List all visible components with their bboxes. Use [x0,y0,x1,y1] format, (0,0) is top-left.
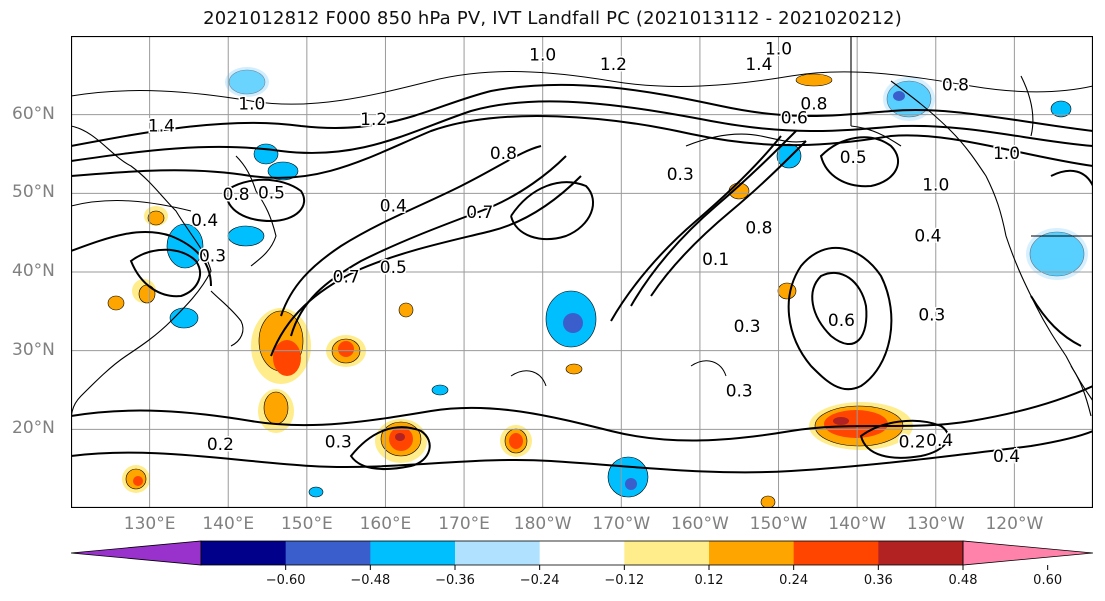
contour-label: 0.5 [840,148,867,168]
colorbar-tick-label: −0.48 [350,573,391,588]
contour-label: 0.8 [745,219,772,239]
contour-label: 0.3 [918,305,945,325]
contour-label: 0.3 [199,246,226,266]
contour-labels: 1.0 1.21.01.41.4 1.21.0 0.80.60.81.00.8 0.50… [146,38,1021,468]
contour-label: 0.8 [223,185,250,205]
colorbar-segment [455,541,541,565]
colorbar-tick-label: 0.48 [948,573,978,588]
longitude-label: 180°W [513,514,572,534]
contour-label: 0.6 [828,311,855,331]
contour-label: 0.8 [942,76,969,96]
contour-label: 0.3 [667,165,694,185]
colorbar-tick-label: −0.36 [435,573,475,588]
contour-label: 0.4 [993,447,1020,467]
longitude-label: 170°E [438,514,490,534]
latitude-label: 30°N [12,339,55,360]
colorbar-tick-label: −0.60 [265,573,306,588]
graticule [71,36,1093,508]
contour-label: 1.4 [148,116,175,136]
longitude-label: 160°W [671,514,729,534]
latitude-label: 60°N [12,103,55,124]
contour-label: 0.3 [325,433,352,453]
map-title: 2021012812 F000 850 hPa PV, IVT Landfall… [203,8,902,29]
contour-label: 1.0 [238,94,265,114]
contour-label: 1.2 [360,110,387,130]
contour-label: 0.4 [380,197,407,217]
longitude-label: 150°E [280,514,333,534]
colorbar-segment [709,541,795,565]
colorbar-tick-label: 0.24 [779,573,809,588]
contour-label: 0.2 [899,433,926,453]
colorbar-tick-label: −0.12 [604,573,645,588]
map-frame [71,36,1093,508]
latitude-label: 20°N [12,418,55,439]
colorbar [71,540,1093,570]
contour-label: 0.7 [333,268,360,288]
colorbar-extend-max [962,540,1093,566]
colorbar-segment [201,541,287,565]
longitude-label: 140°E [202,514,255,534]
contour-label: 0.4 [914,227,941,247]
coastlines [71,36,1093,427]
contour-label: 0.5 [380,258,407,278]
contour-label: 0.8 [490,144,517,164]
colorbar-tick-label: 0.12 [694,573,724,588]
contour-label: 1.0 [922,175,949,195]
contour-label: 0.3 [734,317,761,337]
contour-label: 1.0 [529,46,556,66]
colorbar-tick-label: 0.60 [1033,573,1063,588]
colorbar-tick-label: −0.24 [519,573,560,588]
contour-label: 0.6 [781,109,808,129]
colorbar-segment [370,541,456,565]
contour-label: 1.0 [765,39,792,59]
contour-label: 0.7 [466,203,493,223]
latitude-label: 40°N [12,261,55,281]
colorbar-extend-min [71,540,202,566]
contour-label: 1.2 [600,55,627,75]
contour-label: 0.4 [926,431,953,451]
longitude-label: 170°W [592,514,651,534]
colorbar-segment [285,541,371,565]
colorbar-segment [539,541,625,565]
longitude-label: 160°E [359,514,412,534]
colorbar-outline [200,540,964,566]
longitude-label: 120°W [985,514,1044,534]
longitude-label: 140°W [828,514,887,534]
longitude-label: 130°E [123,514,176,534]
map-panel[interactable]: 1.0 1.2 1.0 1.4 1.4 1.2 1.0 0.8 0.6 0.8 1.0 0.8 0.5 0… [71,36,1093,508]
contour-label: 0.5 [258,183,285,203]
colorbar-segment [878,541,964,565]
pv-thin-contours [71,71,1093,387]
longitude-label: 150°W [749,514,808,534]
longitude-label: 130°W [906,514,965,534]
contour-label: 0.3 [726,382,753,402]
contour-label: 1.0 [993,144,1020,164]
latitude-label: 50°N [12,182,55,203]
map-canvas[interactable]: 1.0 1.21.01.41.4 1.21.0 0.80.60.81.00.8 0.50… [71,36,1093,508]
contour-label: 1.4 [745,55,772,75]
pv-contours [71,83,1093,474]
colorbar-tick-label: 0.36 [863,573,893,588]
contour-label: 0.8 [800,94,827,114]
contour-label: 0.4 [191,211,218,231]
colorbar-segment [793,541,879,565]
contour-label: 0.1 [702,250,729,270]
contour-label: 0.2 [207,435,234,455]
colorbar-segment [624,541,710,565]
